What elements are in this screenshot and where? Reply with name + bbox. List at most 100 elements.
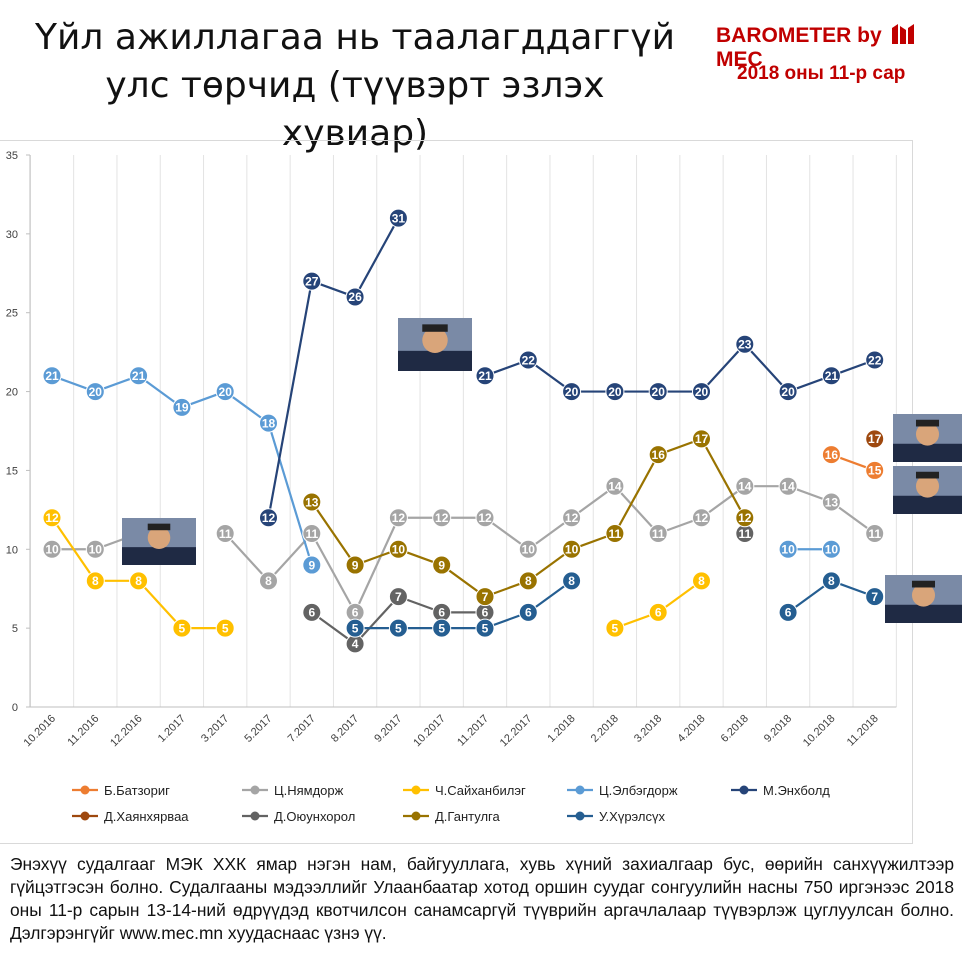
data-point: [432, 508, 452, 528]
data-point: [605, 618, 625, 638]
data-label: 11: [219, 527, 232, 541]
x-tick-label: 1.2018: [545, 713, 577, 745]
legend-label: Д.Оюунхорол: [274, 809, 355, 824]
data-label: 10: [825, 543, 839, 557]
data-point: [129, 571, 149, 591]
portrait-suit: [893, 443, 962, 462]
data-point: [345, 287, 365, 307]
data-label: 17: [695, 432, 709, 446]
data-label: 5: [352, 621, 359, 635]
data-label: 21: [825, 369, 839, 383]
data-point: [42, 366, 62, 386]
series-line: [267, 217, 400, 518]
y-tick-label: 25: [6, 308, 18, 320]
data-label: 20: [652, 385, 666, 399]
data-point: [215, 524, 235, 544]
data-point: [562, 382, 582, 402]
x-tick-label: 4.2018: [675, 713, 707, 745]
data-label: 10: [565, 543, 579, 557]
data-label: 14: [608, 480, 622, 494]
data-label: 18: [262, 416, 276, 430]
data-label: 10: [781, 543, 795, 557]
page-title: Үйл ажиллагаа нь таалагддаггүй улс төрчи…: [35, 17, 675, 154]
legend-label: Д.Гантулга: [435, 809, 500, 824]
data-label: 13: [305, 495, 319, 509]
data-label: 5: [612, 621, 619, 635]
data-label: 6: [482, 606, 489, 620]
data-label: 8: [698, 574, 705, 588]
data-point: [865, 587, 885, 607]
data-point: [388, 618, 408, 638]
portrait-hair: [915, 471, 940, 479]
data-point: [475, 618, 495, 638]
x-tick-label: 8.2017: [329, 713, 361, 745]
data-label: 20: [781, 385, 795, 399]
data-label: 7: [871, 590, 878, 604]
data-point: [388, 508, 408, 528]
data-label: 12: [565, 511, 579, 525]
data-label: 6: [308, 606, 315, 620]
data-label: 16: [825, 448, 839, 462]
data-label: 8: [828, 574, 835, 588]
data-point: [562, 508, 582, 528]
data-point: [475, 508, 495, 528]
data-point: [605, 524, 625, 544]
data-point: [42, 539, 62, 559]
data-label: 6: [655, 606, 662, 620]
portrait-5: [885, 575, 962, 623]
data-label: 21: [478, 369, 492, 383]
legend-swatch-marker: [575, 811, 585, 821]
x-tick-label: 5.2017: [242, 713, 274, 745]
x-tick-label: 2.2018: [589, 713, 621, 745]
x-tick-label: 9.2017: [372, 713, 404, 745]
data-point: [475, 587, 495, 607]
series-line: [224, 485, 876, 614]
y-tick-label: 5: [12, 623, 18, 635]
data-label: 9: [352, 558, 359, 572]
data-point: [821, 571, 841, 591]
data-label: 6: [525, 606, 532, 620]
x-tick-label: 12.2016: [108, 713, 145, 750]
x-tick-label: 11.2017: [455, 713, 491, 749]
data-label: 19: [175, 401, 189, 415]
data-point: [778, 602, 798, 622]
data-label: 11: [652, 527, 665, 541]
legend-swatch-marker: [411, 811, 421, 821]
data-point: [562, 571, 582, 591]
data-point: [692, 571, 711, 591]
data-point: [735, 334, 755, 354]
data-label: 20: [608, 385, 622, 399]
data-point: [735, 476, 755, 496]
data-label: 8: [525, 574, 532, 588]
portrait-suit: [122, 547, 196, 565]
y-tick-label: 20: [6, 387, 18, 399]
x-tick-label: 11.2016: [65, 713, 101, 749]
legend-label: М.Энхболд: [763, 783, 830, 798]
data-point: [518, 350, 538, 370]
data-point: [648, 524, 668, 544]
legend-swatch-marker: [411, 785, 421, 795]
data-label: 12: [738, 511, 752, 525]
data-point: [85, 382, 105, 402]
data-point: [518, 571, 538, 591]
legend-label: Б.Батзориг: [104, 783, 170, 798]
data-point: [259, 508, 278, 528]
portrait-2: [398, 318, 472, 371]
y-tick-label: 30: [6, 229, 18, 241]
data-label: 20: [695, 385, 709, 399]
portrait-4: [893, 466, 962, 514]
data-label: 6: [352, 606, 359, 620]
data-point: [865, 350, 885, 370]
data-point: [778, 539, 798, 559]
portrait-hair: [911, 580, 936, 588]
data-label: 11: [868, 527, 881, 541]
data-point: [345, 555, 365, 575]
data-point: [562, 539, 582, 559]
data-point: [432, 618, 452, 638]
data-point: [865, 429, 885, 449]
portrait-hair: [147, 523, 171, 531]
data-label: 4: [352, 637, 359, 651]
legend-label: У.Хүрэлсүх: [599, 809, 665, 824]
mec-logo-icon: [891, 24, 914, 44]
data-point: [388, 208, 408, 228]
